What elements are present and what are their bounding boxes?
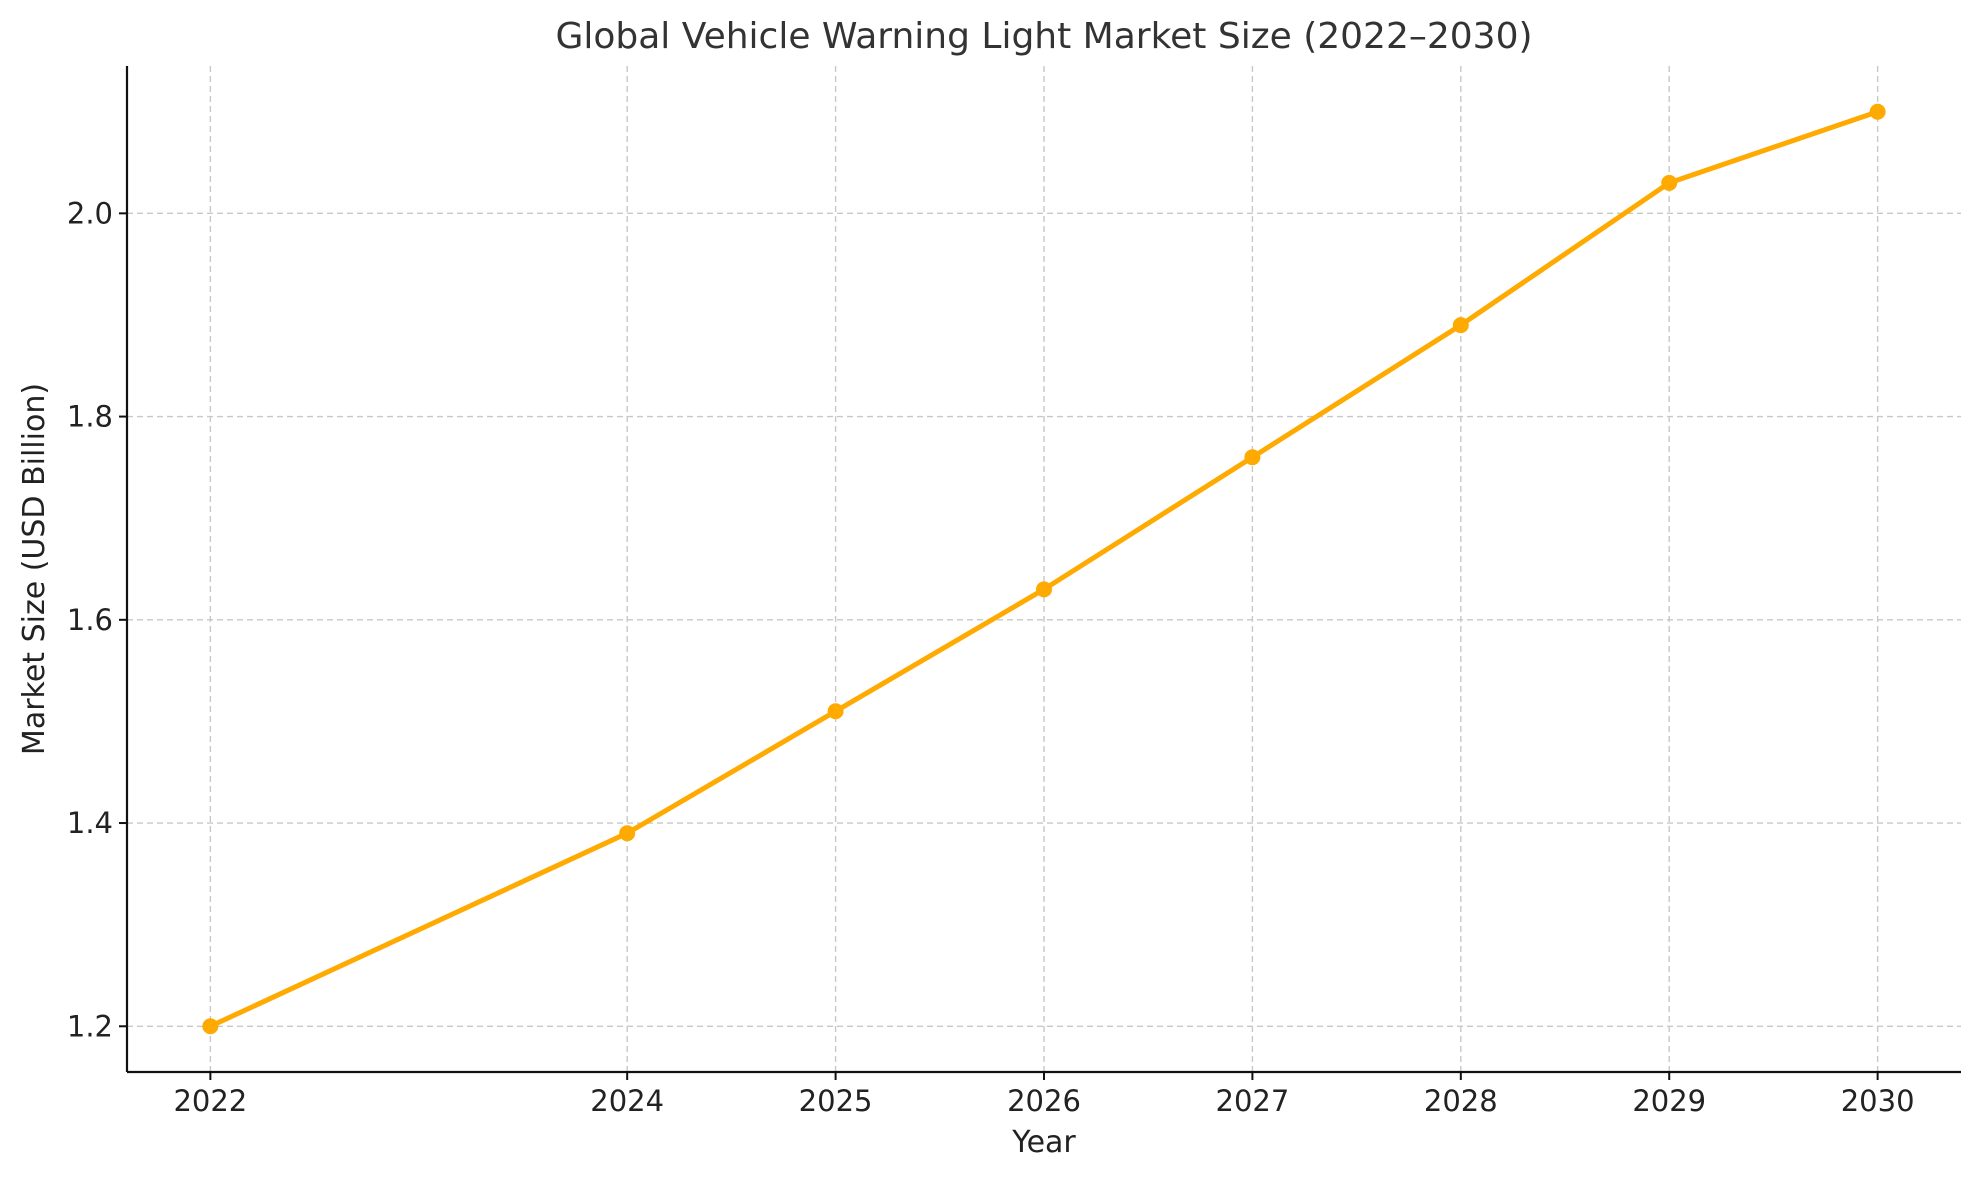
y-tick-label: 1.2 (67, 1009, 113, 1043)
x-tick-label: 2028 (1424, 1084, 1498, 1118)
y-tick-label: 1.6 (67, 603, 113, 637)
series-line (207, 109, 1881, 1029)
data-point (1452, 317, 1469, 334)
series-layer (202, 103, 1886, 1035)
x-tick-label: 2029 (1632, 1084, 1706, 1118)
data-point (827, 703, 844, 720)
x-tick-label: 2027 (1216, 1084, 1290, 1118)
x-tick-label: 2025 (799, 1084, 873, 1118)
x-tick-label: 2030 (1841, 1084, 1915, 1118)
x-axis-label: Year (1011, 1125, 1076, 1160)
data-point (619, 825, 636, 842)
y-axis-label: Market Size (USD Billion) (17, 383, 52, 755)
data-point (1244, 449, 1261, 466)
y-tick-label: 2.0 (67, 196, 113, 230)
ticks-layer: 2022 2024 2025 2026 2027 2028 2029 2030 1.2 1.4 1.… (67, 196, 1915, 1118)
data-point (202, 1018, 219, 1035)
data-point (1036, 581, 1052, 598)
y-tick-label: 1.8 (67, 400, 113, 434)
x-tick-label: 2024 (590, 1084, 664, 1118)
data-point (1661, 174, 1678, 191)
x-tick-label: 2022 (173, 1084, 247, 1118)
y-tick-label: 1.4 (67, 806, 113, 840)
chart-title: Global Vehicle Warning Light Market Size… (555, 16, 1532, 57)
grid-layer (127, 66, 1961, 1072)
x-tick-label: 2026 (1007, 1084, 1081, 1118)
data-point (1869, 103, 1886, 120)
